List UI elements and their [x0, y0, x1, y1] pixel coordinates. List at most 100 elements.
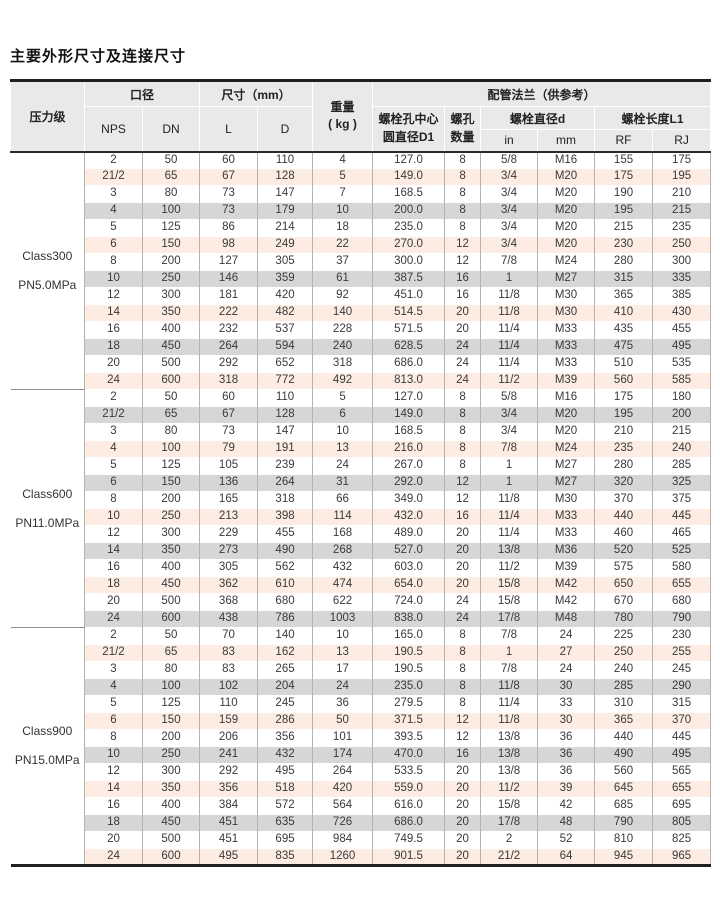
table-row: 6 150 98 249 22 270.0 12 3/4 M20 230 250 — [11, 236, 712, 254]
cell-in: 7/8 — [480, 253, 538, 271]
cell-weight: 92 — [312, 287, 373, 305]
cell-weight: 36 — [312, 695, 373, 713]
cell-l: 495 — [199, 848, 258, 866]
cell-rj: 580 — [652, 559, 712, 577]
cell-weight: 22 — [312, 236, 373, 254]
cell-rf: 475 — [594, 338, 653, 356]
cell-nps: 14 — [84, 542, 143, 560]
cell-d1: 168.5 — [372, 423, 445, 441]
table-row: 12 300 181 420 92 451.0 16 11/8 M30 365 385 — [11, 287, 712, 305]
cell-holes: 16 — [444, 746, 481, 764]
cell-rf: 560 — [594, 763, 653, 781]
cell-rj: 965 — [652, 848, 712, 866]
cell-d: 140 — [257, 627, 313, 645]
cell-rj: 535 — [652, 355, 712, 373]
cell-l: 83 — [199, 644, 258, 662]
cell-l: 79 — [199, 440, 258, 458]
cell-mm: 24 — [537, 627, 595, 645]
cell-l: 451 — [199, 814, 258, 832]
cell-rj: 585 — [652, 372, 712, 390]
cell-d: 537 — [257, 321, 313, 339]
cell-d: 562 — [257, 559, 313, 577]
cell-rj: 250 — [652, 236, 712, 254]
cell-rj: 285 — [652, 457, 712, 475]
cell-l: 438 — [199, 610, 258, 628]
table-row: 4 100 73 179 10 200.0 8 3/4 M20 195 215 — [11, 202, 712, 220]
cell-weight: 168 — [312, 525, 373, 543]
cell-rf: 560 — [594, 372, 653, 390]
cell-nps: 14 — [84, 780, 143, 798]
cell-dn: 80 — [141, 661, 200, 679]
table-row: Class300 PN5.0MPa 2 50 60 110 4 127.0 8 5/8 M16 15… — [10, 151, 712, 390]
table-row: 10 250 213 398 114 432.0 16 11/4 M33 440 445 — [11, 508, 712, 526]
cell-holes: 16 — [444, 270, 481, 288]
cell-in: 5/8 — [480, 151, 538, 169]
cell-d: 265 — [257, 661, 313, 679]
cell-weight: 17 — [312, 661, 373, 679]
cell-mm: M24 — [537, 440, 595, 458]
cell-nps: 20 — [84, 355, 143, 373]
cell-nps: 12 — [84, 763, 143, 781]
cell-d: 147 — [257, 423, 313, 441]
cell-d1: 603.0 — [372, 559, 445, 577]
table-row: 14 350 273 490 268 527.0 20 13/8 M36 520 525 — [11, 542, 712, 560]
cell-rj: 235 — [652, 219, 712, 237]
cell-d1: 527.0 — [372, 542, 445, 560]
cell-weight: 66 — [312, 491, 373, 509]
cell-d1: 200.0 — [372, 202, 445, 220]
cell-weight: 10 — [312, 202, 373, 220]
cell-rj: 495 — [652, 338, 712, 356]
cell-holes: 8 — [444, 151, 481, 169]
pressure-class-cell: Class900 PN15.0MPa — [10, 627, 85, 866]
table-row: 14 350 222 482 140 514.5 20 11/8 M30 410 430 — [11, 304, 712, 322]
cell-mm: 64 — [537, 848, 595, 866]
cell-d1: 168.5 — [372, 185, 445, 203]
cell-holes: 20 — [444, 797, 481, 815]
cell-rf: 175 — [594, 168, 653, 186]
cell-rj: 240 — [652, 440, 712, 458]
cell-nps: 10 — [84, 270, 143, 288]
cell-nps: 6 — [84, 236, 143, 254]
cell-d1: 149.0 — [372, 406, 445, 424]
cell-dn: 50 — [141, 151, 200, 169]
cell-dn: 600 — [141, 610, 200, 628]
cell-dn: 80 — [141, 423, 200, 441]
cell-nps: 24 — [84, 848, 143, 866]
cell-in: 13/8 — [480, 542, 538, 560]
cell-weight: 4 — [312, 151, 373, 169]
table-row: 21/2 65 67 128 5 149.0 8 3/4 M20 175 195 — [11, 168, 712, 186]
cell-d: 110 — [257, 389, 313, 407]
cell-nps: 5 — [84, 695, 143, 713]
header-in: in — [480, 129, 539, 152]
cell-d1: 149.0 — [372, 168, 445, 186]
cell-dn: 50 — [141, 389, 200, 407]
cell-d: 356 — [257, 729, 313, 747]
cell-holes: 8 — [444, 202, 481, 220]
cell-in: 11/4 — [480, 525, 538, 543]
cell-in: 3/4 — [480, 406, 538, 424]
cell-rf: 195 — [594, 202, 653, 220]
cell-holes: 8 — [444, 168, 481, 186]
cell-holes: 8 — [444, 406, 481, 424]
cell-rj: 255 — [652, 644, 712, 662]
cell-nps: 4 — [84, 678, 143, 696]
table-row: 20 500 368 680 622 724.0 24 15/8 M42 670 680 — [11, 593, 712, 611]
cell-in: 21/2 — [480, 848, 538, 866]
cell-dn: 500 — [141, 593, 200, 611]
cell-dn: 250 — [141, 746, 200, 764]
cell-dn: 100 — [141, 678, 200, 696]
table-row: 16 400 384 572 564 616.0 20 15/8 42 685 695 — [11, 797, 712, 815]
cell-in: 1 — [480, 474, 538, 492]
cell-nps: 12 — [84, 525, 143, 543]
cell-holes: 8 — [444, 661, 481, 679]
table-row: 18 450 264 594 240 628.5 24 11/4 M33 475 495 — [11, 338, 712, 356]
cell-holes: 20 — [444, 763, 481, 781]
header-bore: 口径 — [83, 80, 201, 107]
cell-rj: 495 — [652, 746, 712, 764]
cell-l: 127 — [199, 253, 258, 271]
cell-d: 786 — [257, 610, 313, 628]
cell-nps: 8 — [84, 729, 143, 747]
cell-rj: 195 — [652, 168, 712, 186]
cell-in: 11/4 — [480, 338, 538, 356]
cell-in: 11/2 — [480, 372, 538, 390]
